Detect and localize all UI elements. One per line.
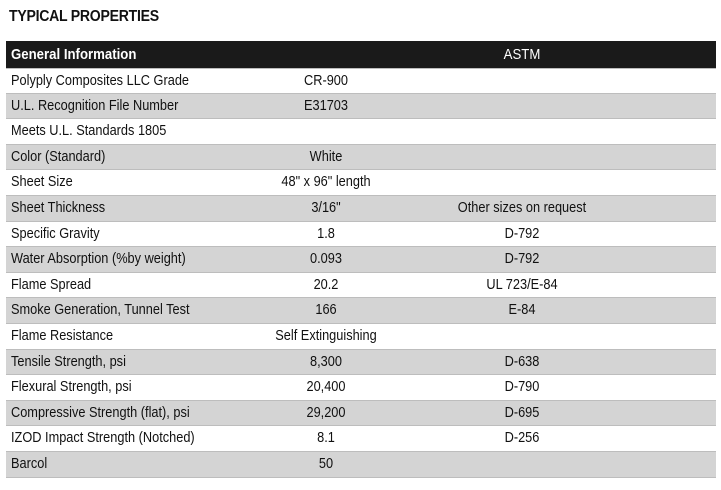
property-value: White	[309, 148, 343, 165]
astm-method: D-790	[504, 379, 540, 396]
property-value: 0.093	[310, 251, 342, 268]
property-value: 8,300	[310, 353, 342, 370]
astm-method	[443, 170, 601, 195]
property-value: 48" x 96" length	[281, 174, 371, 191]
astm-method	[443, 119, 601, 144]
property-name: IZOD Impact Strength (Notched)	[11, 430, 195, 447]
property-value	[238, 119, 414, 144]
property-name: Smoke Generation, Tunnel Test	[11, 302, 190, 319]
page-title: TYPICAL PROPERTIES	[9, 8, 159, 25]
table-row: Flame Spread 20.2 UL 723/E-84	[6, 273, 716, 299]
astm-method: E-84	[508, 302, 536, 319]
property-value: 29,200	[306, 404, 346, 421]
astm-method	[443, 452, 601, 477]
property-value: 3/16"	[311, 199, 341, 216]
property-value: 50	[318, 455, 334, 472]
property-value: 1.8	[317, 225, 335, 242]
property-value: 20.2	[313, 276, 339, 293]
properties-table: General Information ASTM Polyply Composi…	[6, 41, 716, 478]
property-name: Water Absorption (%by weight)	[11, 251, 186, 268]
table-row: Compressive Strength (flat), psi 29,200 D-…	[6, 400, 716, 427]
table-row: Smoke Generation, Tunnel Test 166 E-84	[6, 298, 716, 324]
property-value: 166	[315, 302, 337, 319]
table-row: Polyply Composites LLC Grade CR-900	[6, 68, 716, 94]
property-value: Self Extinguishing	[275, 327, 377, 344]
table-row: Sheet Thickness 3/16" Other sizes on reque…	[6, 195, 716, 222]
property-name: U.L. Recognition File Number	[11, 97, 179, 114]
astm-method	[443, 145, 601, 170]
table-row: IZOD Impact Strength (Notched) 8.1 D-256	[6, 426, 716, 452]
property-value: 8.1	[317, 430, 335, 447]
table-header-row: General Information ASTM	[6, 41, 716, 68]
header-general-information: General Information	[11, 46, 137, 63]
table-row: Flame Resistance Self Extinguishing	[6, 324, 716, 350]
table-row: Barcol 50	[6, 451, 716, 478]
property-name: Sheet Thickness	[11, 199, 106, 216]
table-row: Water Absorption (%by weight) 0.093 D-792	[6, 247, 716, 273]
astm-method: D-792	[504, 251, 540, 268]
property-name: Compressive Strength (flat), psi	[11, 404, 190, 421]
astm-method: Other sizes on request	[457, 199, 587, 216]
astm-method: D-256	[504, 430, 540, 447]
astm-method: D-695	[504, 404, 540, 421]
property-name: Specific Gravity	[11, 225, 100, 242]
property-name: Flame Resistance	[11, 327, 114, 344]
table-row: Color (Standard) White	[6, 144, 716, 171]
property-value: E31703	[304, 97, 348, 114]
astm-method: D-638	[504, 353, 540, 370]
property-name: Sheet Size	[11, 174, 73, 191]
property-name: Tensile Strength, psi	[11, 353, 126, 370]
astm-method	[443, 324, 601, 349]
header-astm: ASTM	[503, 46, 541, 63]
property-name: Polyply Composites LLC Grade	[11, 73, 190, 89]
table-body: Polyply Composites LLC Grade CR-900 U.L. R…	[6, 68, 716, 478]
property-name: Flame Spread	[11, 276, 92, 293]
table-row: U.L. Recognition File Number E31703	[6, 93, 716, 120]
property-value: 20,400	[306, 379, 346, 396]
table-row: Specific Gravity 1.8 D-792	[6, 222, 716, 248]
property-value: CR-900	[304, 73, 348, 89]
property-name: Meets U.L. Standards 1805	[11, 123, 167, 140]
astm-method	[443, 69, 601, 94]
table-row: Flexural Strength, psi 20,400 D-790	[6, 375, 716, 401]
astm-method: D-792	[504, 225, 540, 242]
table-row: Tensile Strength, psi 8,300 D-638	[6, 349, 716, 376]
astm-method: UL 723/E-84	[486, 276, 558, 293]
property-name: Color (Standard)	[11, 148, 106, 165]
astm-method	[443, 94, 601, 119]
table-row: Sheet Size 48" x 96" length	[6, 170, 716, 196]
property-name: Barcol	[11, 455, 48, 472]
property-name: Flexural Strength, psi	[11, 379, 132, 396]
table-row: Meets U.L. Standards 1805	[6, 119, 716, 145]
